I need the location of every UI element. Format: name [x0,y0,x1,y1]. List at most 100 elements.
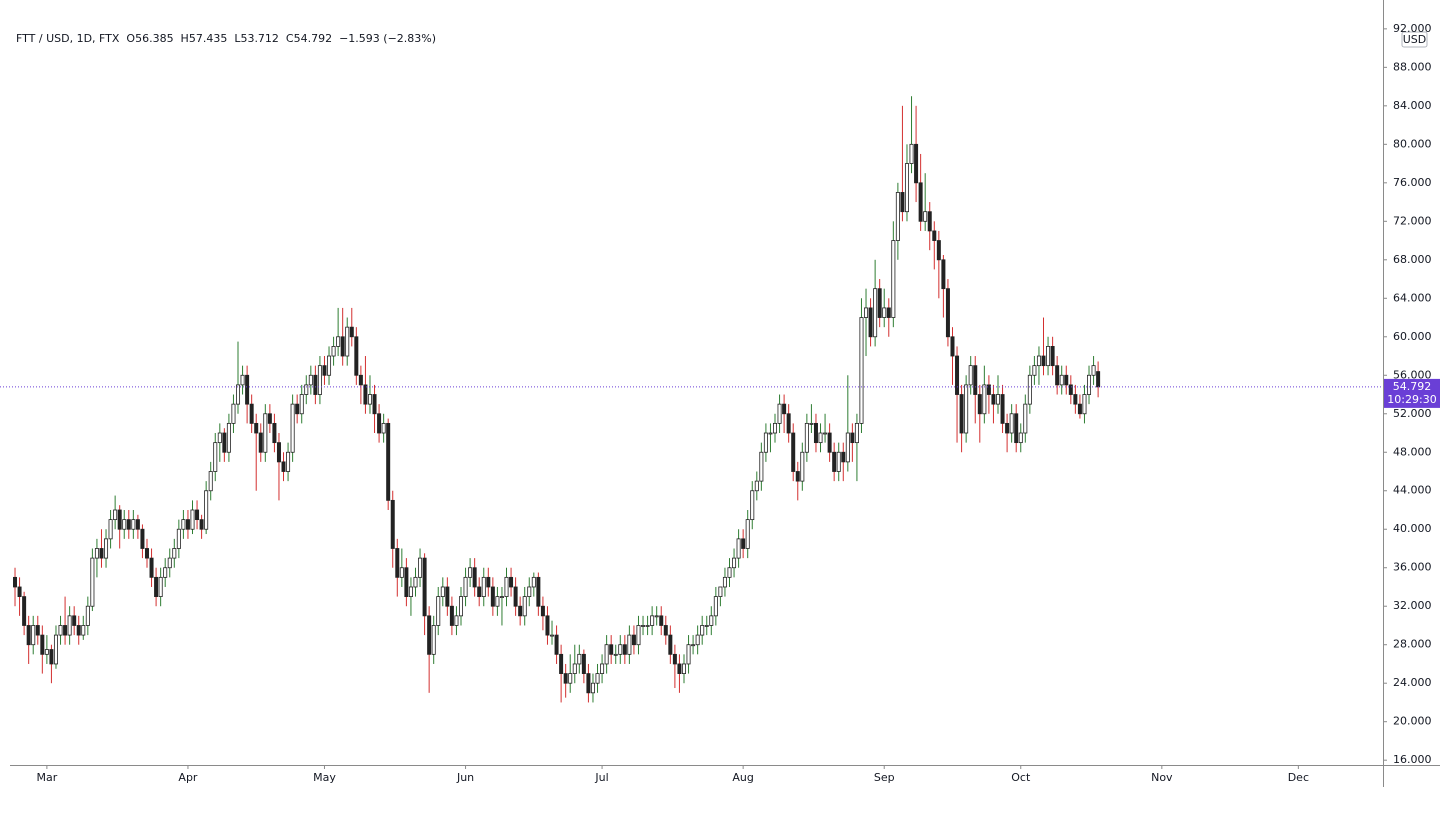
y-tick-label: 92.000 [1393,22,1432,35]
candle-body [581,653,586,674]
candle-body [518,605,523,617]
candle-body [413,576,418,588]
candle-body [1091,365,1096,376]
candle-body [1068,384,1073,395]
candle-body [868,307,873,338]
candle-body [550,634,555,637]
candle-body [208,471,213,492]
candle-body [313,374,318,395]
candle-body [349,326,354,338]
candle-body [641,625,646,627]
candle-body [463,576,468,597]
candle-body [854,422,859,444]
candle-body [372,394,377,415]
candle-body [436,596,441,626]
candle-body [882,307,887,318]
y-tick-label: 88.000 [1393,60,1432,73]
x-tick-label: Dec [1288,771,1309,784]
candle-body [263,413,268,453]
last-price-label: 54.792 [1393,380,1432,393]
y-tick-label: 60.000 [1393,330,1432,343]
candle-body [563,673,568,684]
candle-body [513,586,518,607]
x-tick-label: Sep [874,771,895,784]
candle-body [472,567,477,588]
candle-body [486,576,491,588]
candle-body [322,365,327,376]
candle-body [918,182,923,222]
candle-body [986,384,991,395]
candle-body [290,403,295,453]
candle-body [1087,374,1092,395]
candle-body [104,538,109,559]
candle-body [308,374,313,386]
candle-body [914,143,919,184]
candle-body [577,653,582,665]
candle-body [681,663,686,674]
symbol-legend: FTT / USD, 1D, FTX O56.385 H57.435 L53.7… [16,32,436,45]
candle-body [195,509,200,521]
candle-body [226,422,231,453]
candle-body [545,615,550,636]
candle-body [58,625,63,636]
candle-body [695,634,700,646]
candle-body [1023,403,1028,434]
candle-body [135,519,140,530]
candle-body [26,625,31,646]
candle-body [222,432,227,453]
candle-body [864,307,869,318]
candle-body [618,644,623,655]
candle-body [131,519,136,530]
candle-body [895,192,900,241]
candle-body [904,163,909,213]
candle-body [422,557,427,617]
candle-body [31,625,36,646]
y-tick-label: 28.000 [1393,638,1432,651]
candle-body [672,653,677,665]
candle-body [377,413,382,434]
candle-body [909,143,914,164]
candle-body [90,557,95,607]
candle-body [122,519,127,530]
y-tick-label: 48.000 [1393,445,1432,458]
candle-body [741,538,746,549]
candle-body [650,615,655,626]
candle-body [559,653,564,674]
candle-body [458,596,463,617]
candle-body [782,403,787,415]
candle-body [1096,371,1101,388]
candle-body [40,634,45,655]
candle-body [231,403,236,424]
candle-body [795,471,800,482]
candle-body [22,596,27,626]
candle-body [773,422,778,434]
candle-body [172,548,177,559]
candle-body [53,634,58,665]
candle-body [800,451,805,482]
candle-body [686,644,691,665]
candle-body [390,499,395,549]
candle-body [945,288,950,338]
candle-body [1050,346,1055,367]
candle-body [404,567,409,597]
candle-body [367,394,372,405]
y-tick-label: 84.000 [1393,99,1432,112]
candle-body [791,432,796,472]
x-tick-label: Aug [732,771,753,784]
currency-label[interactable]: USD [1403,33,1427,46]
candle-body [622,644,627,655]
candle-body [736,538,741,559]
candle-body [490,586,495,607]
candle-body [527,586,532,597]
candle-body [750,490,755,521]
currency-box[interactable] [1401,31,1428,48]
candle-body [249,403,254,424]
candle-body [627,634,632,655]
candle-body [600,663,605,674]
candle-body [299,394,304,415]
candle-body [49,649,54,665]
candle-body [72,615,77,626]
candle-body [354,336,359,376]
x-tick-label: Jun [456,771,474,784]
candle-body [804,422,809,453]
